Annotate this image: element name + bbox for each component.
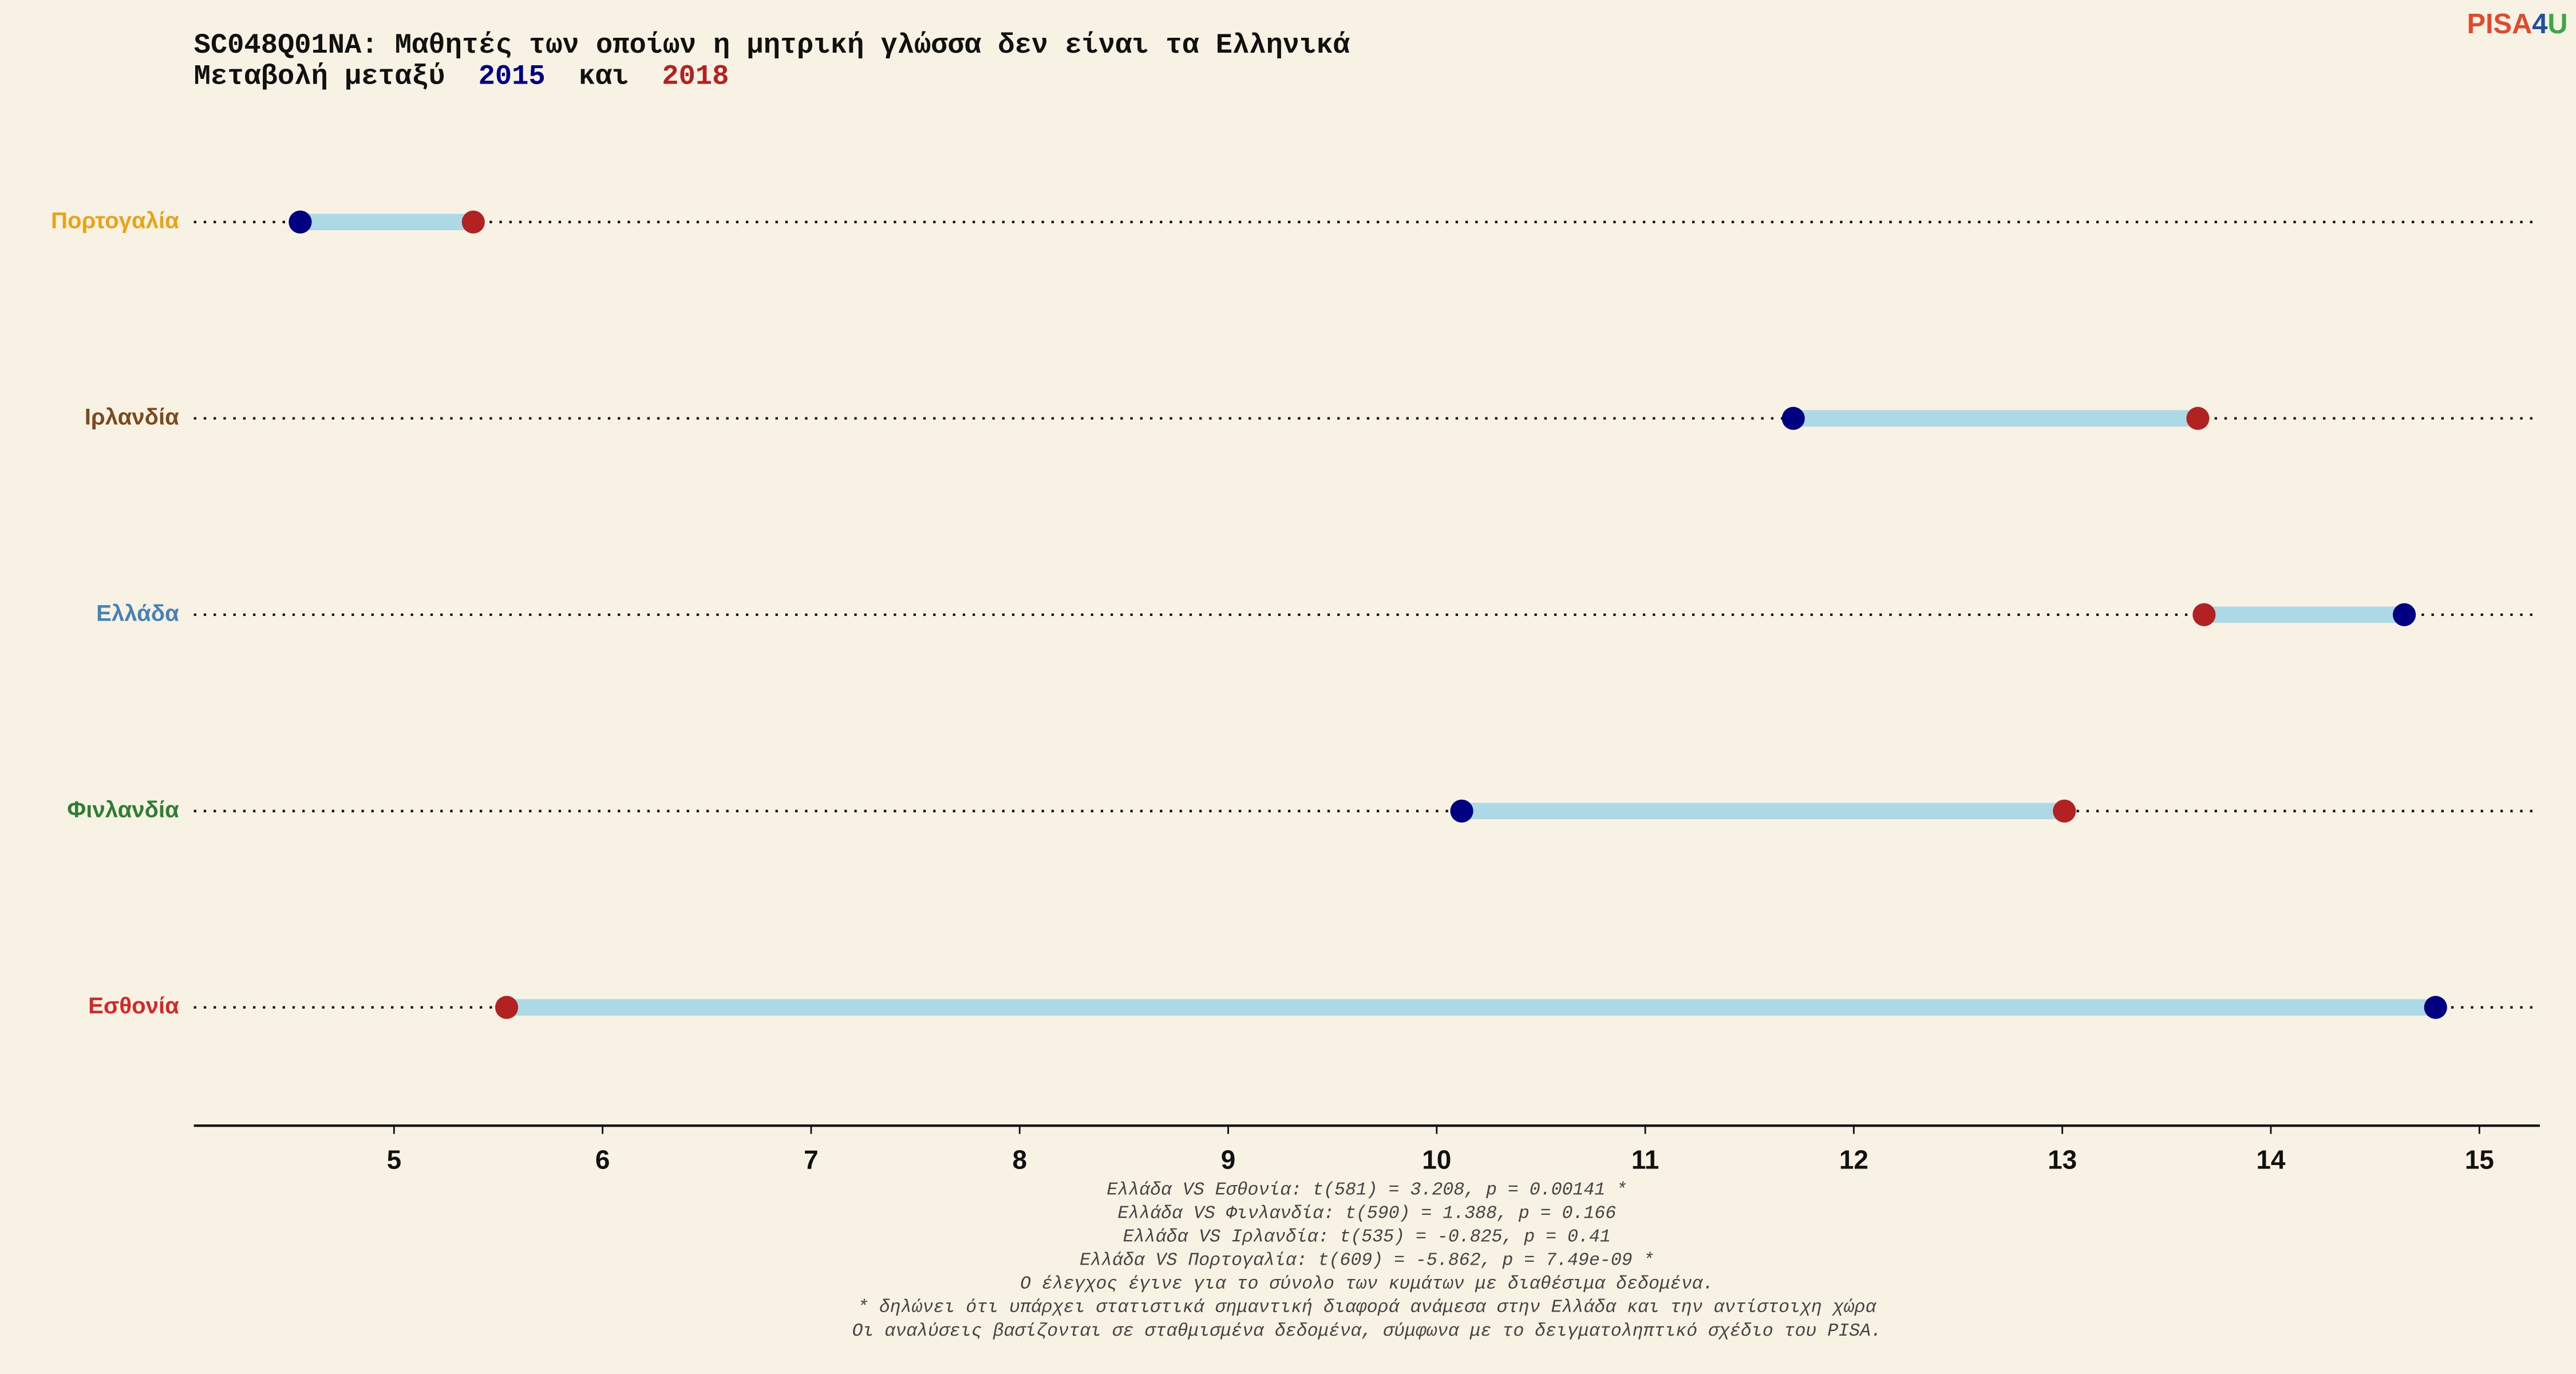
footnote: Ελλάδα VS Ιρλανδία: t(535) = -0.825, p =… — [1123, 1227, 1611, 1247]
point — [2424, 996, 2447, 1019]
y-tick-label: Πορτογαλία — [51, 207, 179, 233]
y-tick-label: Ελλάδα — [96, 600, 179, 626]
subtitle-text: και — [579, 61, 629, 93]
x-tick-label: 7 — [804, 1145, 819, 1175]
y-tick-label: Ιρλανδία — [85, 404, 179, 429]
point — [2186, 406, 2210, 430]
logo-part: U — [2547, 9, 2567, 40]
point — [495, 996, 519, 1019]
point — [1450, 799, 1473, 823]
x-tick-label: 12 — [1839, 1145, 1868, 1175]
logo: PISA4U — [2467, 9, 2567, 40]
subtitle-text: Μεταβολή μεταξύ — [194, 61, 445, 93]
logo-part: PISA — [2467, 9, 2532, 40]
subtitle-year: 2018 — [662, 61, 729, 93]
point — [2053, 799, 2076, 823]
point — [2192, 603, 2216, 626]
x-tick-label: 13 — [2048, 1145, 2077, 1175]
point — [2392, 603, 2416, 626]
y-tick-label: Φινλανδία — [67, 796, 179, 822]
footnote: Ο έλεγχος έγινε για το σύνολο των κυμάτω… — [1020, 1274, 1714, 1294]
chart-subtitle: Μεταβολή μεταξύ 2015 και 2018 — [194, 61, 729, 93]
x-tick-label: 10 — [1422, 1145, 1451, 1175]
x-tick-label: 8 — [1012, 1145, 1027, 1175]
x-tick-label: 14 — [2256, 1145, 2286, 1175]
footnote: Ελλάδα VS Εσθονία: t(581) = 3.208, p = 0… — [1107, 1180, 1627, 1201]
chart-title: SC048Q01NA: Μαθητές των οποίων η μητρική… — [194, 29, 1350, 61]
footnote: Οι αναλύσεις βασίζονται σε σταθμισμένα δ… — [852, 1321, 1882, 1341]
x-tick-label: 11 — [1631, 1145, 1660, 1175]
point — [289, 210, 312, 234]
footnote: Ελλάδα VS Φινλανδία: t(590) = 1.388, p =… — [1117, 1204, 1616, 1224]
x-tick-label: 15 — [2465, 1145, 2494, 1175]
point — [461, 210, 485, 234]
footnote: Ελλάδα VS Πορτογαλία: t(609) = -5.862, p… — [1080, 1251, 1654, 1271]
x-tick-label: 5 — [387, 1145, 402, 1175]
subtitle-year: 2015 — [479, 61, 546, 93]
x-tick-label: 6 — [595, 1145, 610, 1175]
footnote: * δηλώνει ότι υπάρχει στατιστικά σημαντι… — [858, 1298, 1877, 1318]
point — [1781, 406, 1805, 430]
y-tick-label: Εσθονία — [88, 993, 179, 1018]
logo-part: 4 — [2532, 9, 2547, 40]
x-tick-label: 9 — [1221, 1145, 1236, 1175]
